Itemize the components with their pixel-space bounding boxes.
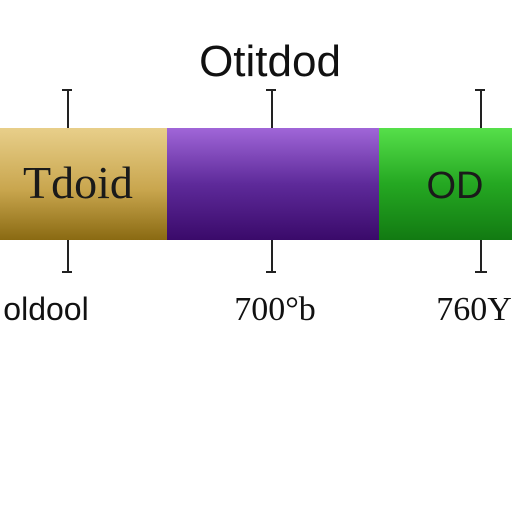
bottom-ticks [62, 240, 487, 273]
title: Otitdod [199, 37, 341, 86]
segment-label: Tdoid [23, 157, 133, 208]
tick-label: oldool [3, 291, 88, 327]
tick-label: 700°b [234, 291, 316, 328]
top-ticks [62, 89, 485, 128]
segment [167, 128, 379, 240]
segment [379, 128, 512, 240]
segment [0, 128, 167, 240]
tick-label: 760Y [436, 291, 512, 328]
segment-label: OD [427, 165, 484, 207]
